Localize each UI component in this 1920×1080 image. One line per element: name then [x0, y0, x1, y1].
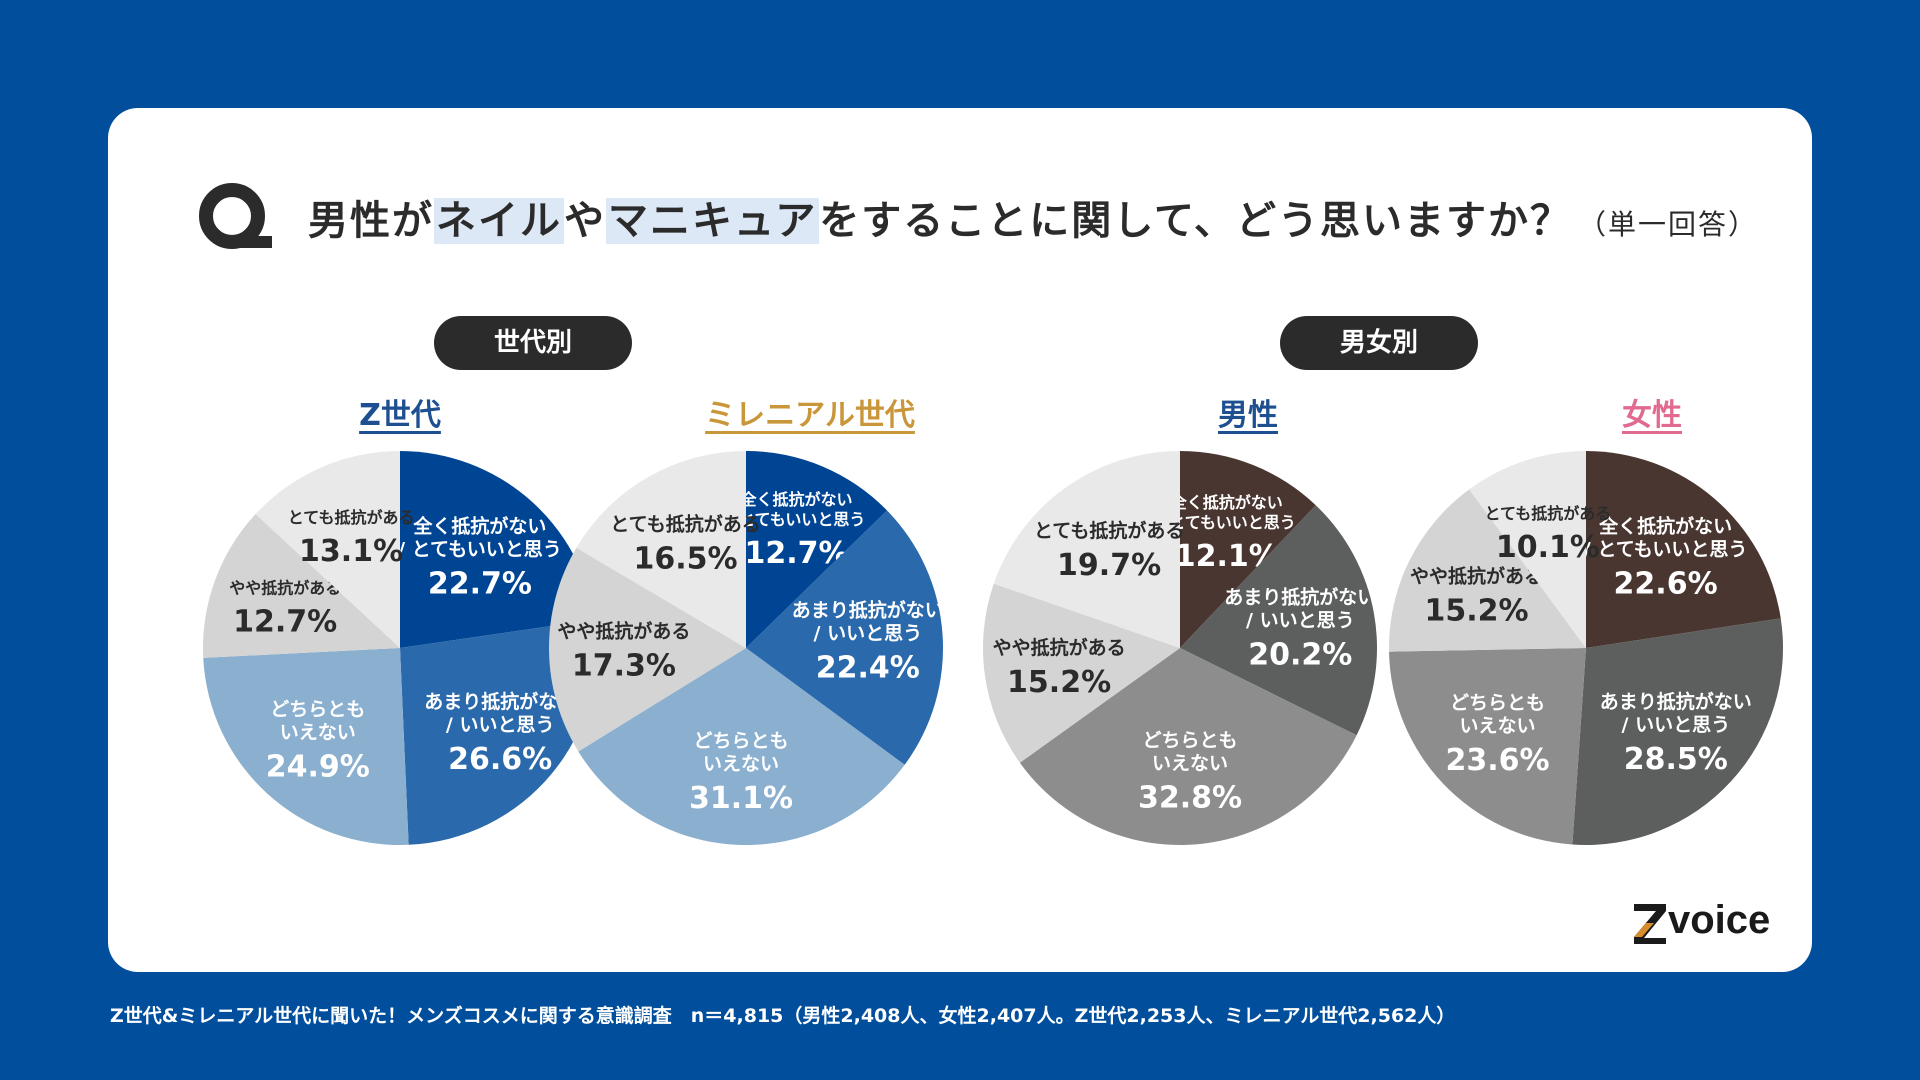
slice-value: 22.4% [816, 651, 920, 686]
question-part-2: や [564, 198, 606, 244]
slice-value: 10.1% [1496, 530, 1600, 565]
slice-label: やや抵抗がある [993, 636, 1126, 659]
question-heading: 男性がネイルやマニキュアをすることに関して、どう思いますか？ （単一回答） [308, 188, 1758, 246]
slice-value: 32.8% [1138, 781, 1242, 816]
slice-label: / いいと思う [814, 623, 923, 645]
slice-value: 13.1% [299, 534, 403, 569]
logo-text: voice [1668, 898, 1771, 942]
survey-card: 男性がネイルやマニキュアをすることに関して、どう思いますか？ （単一回答） 世代別… [108, 108, 1812, 972]
pie-slice [203, 514, 400, 658]
slice-label: とても抵抗がある [610, 512, 760, 535]
slice-label: どちらとも [1450, 692, 1545, 714]
q-icon [199, 183, 272, 249]
slice-label: どちらとも [270, 698, 365, 720]
slice-value: 15.2% [1007, 665, 1111, 700]
slice-label: あまり抵抗がない [1224, 586, 1376, 609]
slice-label: 全く抵抗がない [739, 490, 852, 509]
slice-label: / とてもいいと思う [1158, 513, 1296, 532]
pie-slice [578, 648, 905, 846]
slice-label: とても抵抗がある [1034, 519, 1184, 542]
pie-slice [993, 451, 1180, 648]
section-label-gender: 男女別 [1280, 316, 1478, 370]
pie-slice [1586, 451, 1781, 648]
pie-slice [255, 451, 400, 648]
slice-label: いえない [703, 753, 779, 775]
pie-slice [400, 619, 598, 845]
chart-title-male: 男性 [1218, 398, 1278, 433]
slice-label: / いいと思う [1622, 714, 1731, 736]
question-part-3: をすることに関して、どう思いますか？ [819, 198, 1573, 244]
chart-title-female: 女性 [1622, 398, 1682, 433]
slice-value: 12.7% [233, 604, 337, 639]
slice-label: / とてもいいと思う [1584, 538, 1748, 560]
pie-slice [548, 547, 746, 752]
pie-slice [400, 451, 595, 648]
slice-value: 22.6% [1614, 566, 1718, 601]
pie-slice [1180, 450, 1316, 648]
pie-slice [1572, 618, 1783, 845]
pie-slice [746, 450, 888, 648]
slice-label: とても抵抗がある [288, 508, 415, 527]
slice-label: いえない [280, 721, 356, 743]
pie-chart-3: 全く抵抗がない/ とてもいいと思う 22.6% あまり抵抗がない/ いいと思う 28.… [1388, 451, 1783, 845]
question-highlight-nail: ネイル [434, 198, 564, 244]
slice-value: 28.5% [1624, 742, 1728, 777]
zvoice-logo: voice [1632, 898, 1782, 948]
pie-slice [1388, 489, 1586, 652]
pie-slice [1469, 451, 1586, 648]
pie-slice [982, 583, 1180, 763]
slice-value: 17.3% [572, 649, 676, 684]
slice-label: 全く抵抗がない [1170, 493, 1283, 512]
slice-label: / とてもいいと思う [728, 510, 866, 529]
pie-slice [1019, 648, 1357, 845]
pie-chart-0: 全く抵抗がない/ とてもいいと思う 22.7% あまり抵抗がない/ いいと思う 26.… [203, 451, 598, 846]
pie-slice [576, 451, 746, 648]
slice-label: やや抵抗がある [557, 620, 690, 643]
pie-slice [203, 648, 409, 846]
footer-note: Z世代&ミレニアル世代に聞いた！メンズコスメに関する意識調査 n＝4,815（男… [110, 1005, 1456, 1027]
question-note: （単一回答） [1578, 208, 1759, 241]
slice-value: 22.7% [428, 567, 532, 602]
chart-title-millennial: ミレニアル世代 [705, 398, 915, 433]
slice-label: いえない [1152, 753, 1228, 775]
pie-slice [1389, 648, 1586, 845]
slice-label: とても抵抗がある [1485, 504, 1612, 523]
slice-label: やや抵抗がある [229, 578, 341, 597]
z-logo-icon [1634, 904, 1666, 944]
slice-value: 19.7% [1057, 548, 1161, 583]
slice-value: 31.1% [689, 781, 793, 816]
slice-value: 20.2% [1248, 638, 1352, 673]
question-part-1: 男性が [308, 198, 434, 244]
slice-value: 15.2% [1424, 593, 1528, 628]
slice-label: どちらとも [1142, 730, 1237, 752]
question-highlight-manicure: マニキュア [606, 198, 820, 244]
slice-value: 26.6% [448, 742, 552, 777]
slice-label: あまり抵抗がない [1600, 690, 1752, 713]
slice-value: 24.9% [266, 749, 370, 784]
pie-slice [1180, 505, 1378, 736]
slice-label: あまり抵抗がない [792, 599, 944, 622]
slice-label: 全く抵抗がない [412, 515, 546, 538]
slice-label: 全く抵抗がない [1598, 514, 1732, 537]
slice-value: 16.5% [633, 541, 737, 576]
chart-title-z: Z世代 [359, 398, 441, 433]
slice-label: / いいと思う [446, 714, 555, 736]
slice-label: どちらとも [693, 730, 788, 752]
slice-value: 23.6% [1445, 743, 1549, 778]
slice-label: いえない [1459, 715, 1535, 737]
slice-label: / とてもいいと思う [398, 539, 562, 561]
slice-label: あまり抵抗がない [424, 690, 576, 713]
slice-label: やや抵抗がある [1410, 564, 1543, 587]
section-label-generation: 世代別 [434, 316, 632, 370]
pie-slice [746, 510, 944, 765]
slice-label: / いいと思う [1246, 610, 1355, 632]
